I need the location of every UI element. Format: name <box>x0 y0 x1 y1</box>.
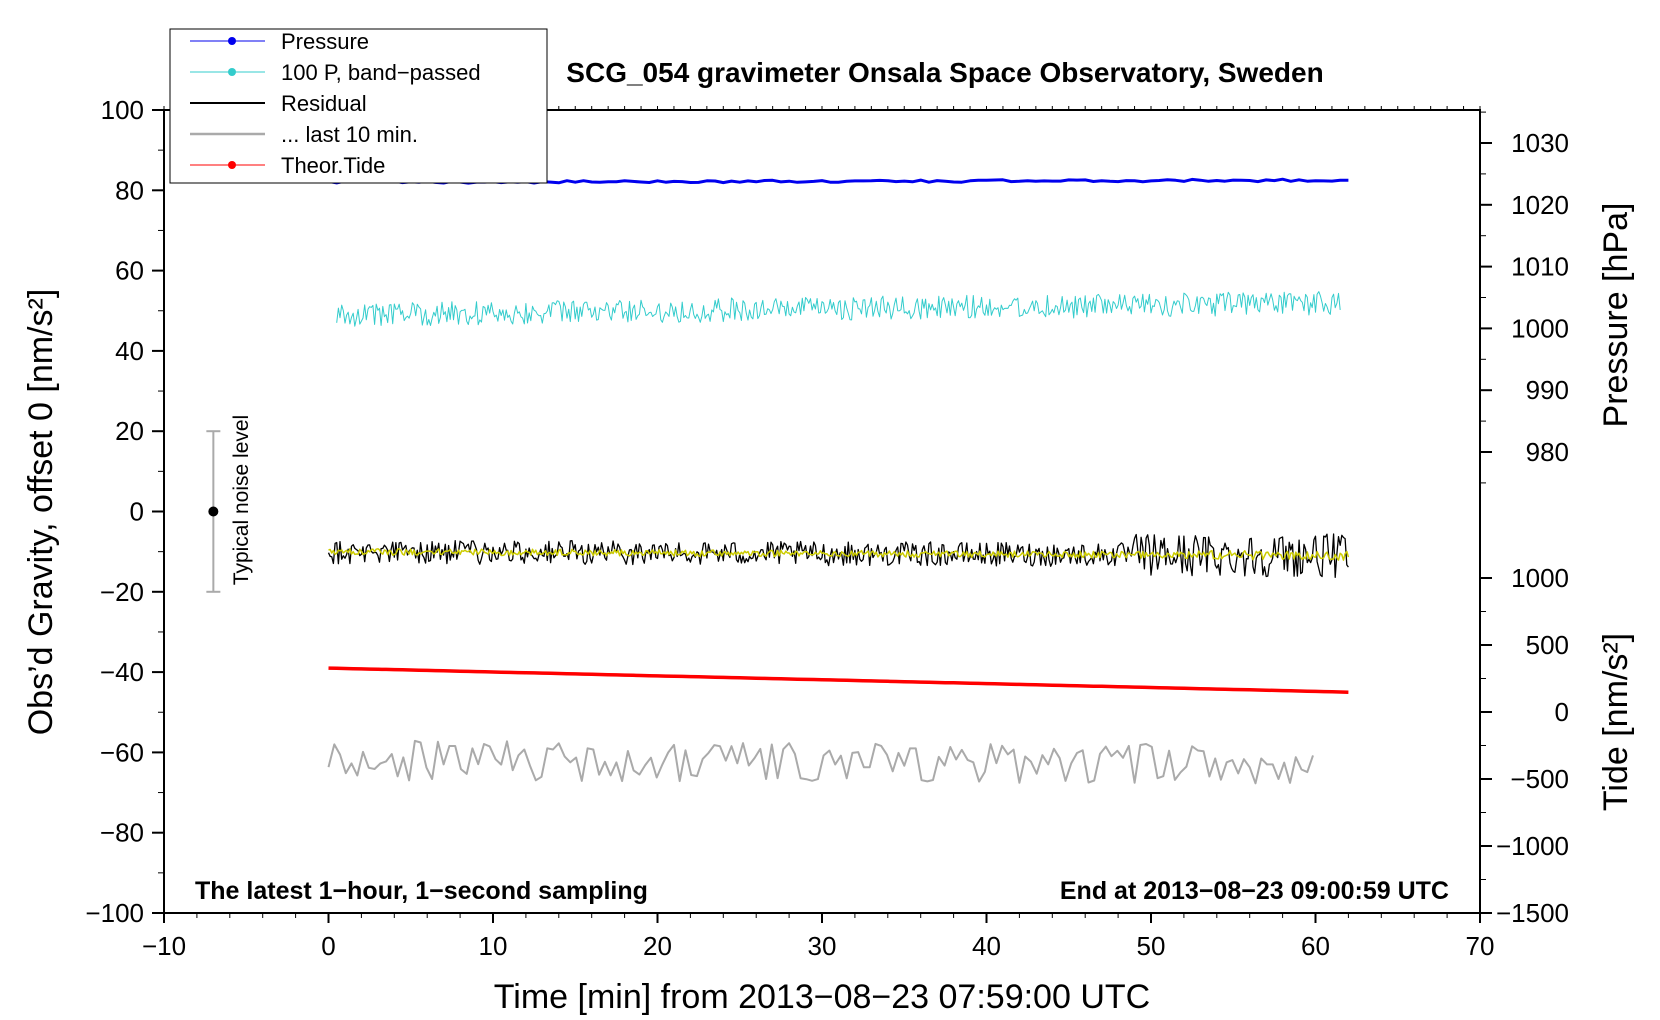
legend: Pressure 100 P, band−passed Residual ... la… <box>169 28 548 184</box>
x-tick-label: −10 <box>142 931 186 961</box>
pressure-tick-label: 1010 <box>1511 252 1569 282</box>
y-axis-title-tide: Tide [nm/s²] <box>1597 633 1635 811</box>
legend-label: ... last 10 min. <box>281 122 418 147</box>
pressure-tick-label: 1020 <box>1511 190 1569 220</box>
y-tick-label: −80 <box>100 818 144 848</box>
x-tick-label: 20 <box>643 931 672 961</box>
legend-label: Residual <box>281 91 367 116</box>
left-axis-ticks: 100 80 60 40 20 0 −20 −40 −60 −80 −100 <box>85 95 164 928</box>
x-tick-label: 0 <box>321 931 335 961</box>
legend-box <box>169 28 548 184</box>
chart-title: SCG_054 gravimeter Onsala Space Observat… <box>566 57 1323 88</box>
y-tick-label: −20 <box>100 577 144 607</box>
series-line-residual-smoothed <box>328 547 1350 561</box>
sampling-annotation: The latest 1−hour, 1−second sampling <box>195 877 648 905</box>
x-tick-label: 30 <box>808 931 837 961</box>
legend-label: Theor.Tide <box>281 153 385 178</box>
x-tick-label: 70 <box>1466 931 1495 961</box>
typical-noise-bar <box>206 430 221 593</box>
legend-swatch-dot <box>228 68 236 76</box>
pressure-tick-label: 990 <box>1526 375 1569 405</box>
pressure-tick-label: 1030 <box>1511 128 1569 158</box>
legend-label: Pressure <box>281 29 369 54</box>
y-tick-label: −60 <box>100 737 144 767</box>
series-layer <box>327 177 1350 785</box>
series-line-100-p-band-passed <box>336 291 1341 327</box>
y-tick-label: −100 <box>85 898 144 928</box>
x-tick-label: 60 <box>1301 931 1330 961</box>
pressure-tick-label: 980 <box>1526 437 1569 467</box>
x-tick-label: 40 <box>972 931 1001 961</box>
y-tick-label: 40 <box>115 336 144 366</box>
tide-tick-label: 1000 <box>1511 563 1569 593</box>
tide-tick-label: −500 <box>1510 764 1569 794</box>
x-tick-label: 10 <box>479 931 508 961</box>
tide-tick-label: 500 <box>1526 630 1569 660</box>
y-tick-label: 80 <box>115 175 144 205</box>
series-line-residual <box>327 533 1349 578</box>
y-tick-label: −40 <box>100 657 144 687</box>
noise-label: Typical noise level <box>230 415 253 585</box>
x-axis-title: Time [min] from 2013−08−23 07:59:00 UTC <box>494 978 1150 1016</box>
end-time-annotation: End at 2013−08−23 09:00:59 UTC <box>1060 877 1449 905</box>
pressure-tick-label: 1000 <box>1511 313 1569 343</box>
tide-tick-label: −1000 <box>1496 831 1569 861</box>
tide-tick-label: −1500 <box>1496 898 1569 928</box>
legend-label: 100 P, band−passed <box>281 60 481 85</box>
y-axis-title-pressure: Pressure [hPa] <box>1597 203 1635 428</box>
tide-tick-label: 0 <box>1555 697 1569 727</box>
y-tick-label: 60 <box>115 256 144 286</box>
noise-bar-center-dot <box>208 506 219 517</box>
y-axis-title-left: Obs’d Gravity, offset 0 [nm/s²] <box>22 289 60 736</box>
x-axis-ticks: −10 0 10 20 30 40 50 60 70 <box>142 913 1495 961</box>
pressure-axis-ticks: 1030 1020 1010 1000 990 980 <box>1480 111 1569 484</box>
series-line-last-10-min <box>327 739 1314 785</box>
x-tick-label: 50 <box>1137 931 1166 961</box>
y-tick-label: 0 <box>130 497 144 527</box>
series-line-theor-tide <box>328 666 1349 694</box>
y-tick-label: 100 <box>101 95 144 125</box>
y-tick-label: 20 <box>115 416 144 446</box>
legend-swatch-dot <box>228 37 236 45</box>
plot-frame <box>163 109 1481 914</box>
tide-axis-ticks: 1000 500 0 −500 −1000 −1500 <box>1480 563 1569 928</box>
legend-swatch-dot <box>228 161 236 169</box>
